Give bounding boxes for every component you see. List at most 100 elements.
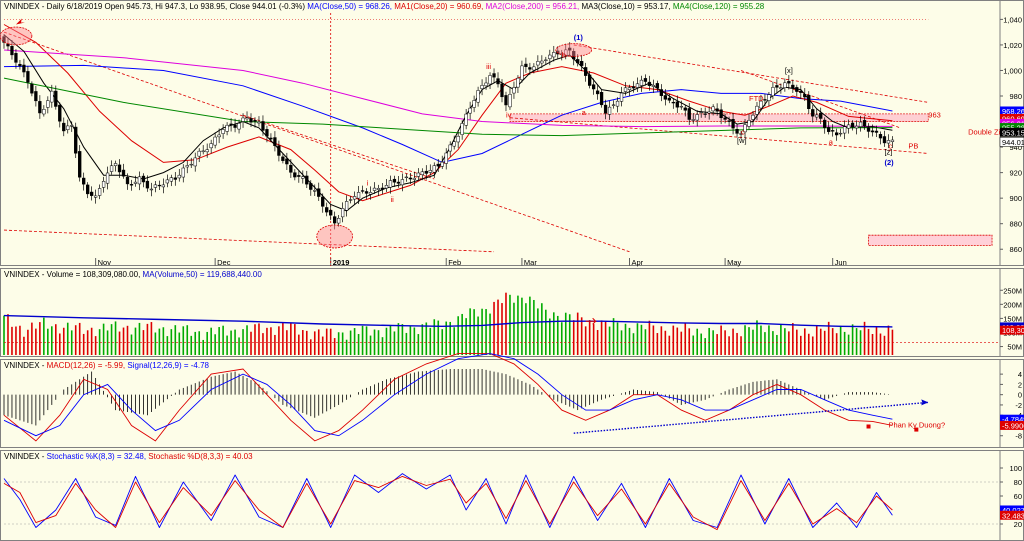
candle-body [145,180,150,189]
candle-body [50,90,54,103]
divergence-line [573,401,929,434]
price-panel[interactable]: Nov Dec 2019 Feb Mar Apr May Jun 963 Double Zigza… [0,0,1024,267]
candle-body [400,179,405,186]
highlight-ellipse [555,43,593,57]
candle-body [368,192,373,195]
candle-body [603,104,608,114]
candle-body [711,106,715,112]
candle-body [161,184,166,188]
stoch-line [3,473,893,528]
candle-body [675,101,679,108]
macd-value-tag-label: -5.9906 [1002,421,1024,430]
candle-body [293,172,297,178]
stoch-legend-part: Stochastic %D(8,3,3) = 40.03 [148,452,253,461]
candle-body [436,163,440,167]
candle-body [763,99,767,101]
candle-body [795,87,799,92]
candle-body [623,87,628,92]
candle-body [568,47,572,51]
macd-line [3,353,893,437]
price-annotation: [w] [737,136,747,145]
price-annotation: iii [486,62,491,71]
candle-body [70,125,74,127]
candle-body [233,124,237,128]
candle-body [854,125,859,129]
candle-body [508,93,512,108]
peak-arrow-icon [15,18,25,25]
volume-panel[interactable]: VNINDEX - Volume = 108,309,080.00, MA(Vo… [0,268,1024,357]
candle-body [500,83,504,98]
price-value-tag [1000,127,1024,137]
candle-body [823,119,827,128]
candle-body [424,170,428,174]
macd-marker [866,424,871,429]
candle-body [878,134,883,139]
macd-axis-label: 0 [1018,391,1022,400]
price-legend-part: VNINDEX - Daily 6/18/2019 Open 945.73, H… [4,2,307,11]
candle-body [432,165,436,173]
candle-body [340,208,345,218]
price-annotation: [x] [785,66,793,75]
price-annotation: c [741,127,745,136]
candle-body [217,134,221,138]
candle-body [209,143,213,149]
stoch-axis-label: 60 [1014,492,1022,501]
candle-body [552,52,556,58]
price-ma-line [3,64,893,163]
candle-body [360,190,365,192]
volume-arrow-icon [585,317,597,325]
candle-body [173,177,177,180]
candle-body [257,121,261,124]
candle-body [448,144,452,152]
candle-body [416,172,420,177]
price-x-tick-label: Mar [524,258,537,267]
candle-body [771,87,775,96]
candle-body [643,78,648,82]
price-annotation: [z] [884,148,892,157]
candle-body [245,117,249,120]
volume-value-tag [1000,325,1024,335]
volume-legend-part: MA(Volume,50) = 119,688,440.00 [143,270,263,279]
stoch-legend-part: Stochastic %K(8,3) = 32.48, [47,452,149,461]
candle-body [117,164,122,173]
stoch-axis-label: 80 [1014,478,1022,487]
candle-body [337,218,341,224]
candle-body [30,83,34,94]
candle-body [564,49,568,56]
volume-legend-part: VNINDEX - Volume = 108,309,080.00, [4,270,143,279]
candle-body [297,175,301,177]
candle-body [707,111,711,114]
candle-body [615,100,620,107]
price-legend-part: MA1(Close,20) = 960.69, [394,2,485,11]
candle-body [807,94,811,109]
volume-ma-line [3,314,893,328]
candle-body [703,113,707,115]
candle-body [587,74,592,86]
macd-value-tag [1000,414,1024,424]
candle-body [325,207,329,213]
candle-body [799,90,803,93]
candle-body [177,174,181,179]
candle-body [655,83,660,89]
candle-body [376,188,381,190]
candle-body [309,183,313,190]
price-annotation: a [829,138,834,147]
candle-body [739,133,743,135]
candle-body [866,127,871,132]
target-zone-box [868,234,993,246]
candle-body [249,118,253,123]
stoch-value-tag [1000,505,1024,515]
candle-body [536,61,540,66]
candle-body [639,79,644,86]
candle-body [74,126,78,154]
candle-body [313,190,317,192]
price-axis-label: 900 [1009,194,1022,203]
candle-body [811,109,815,117]
candle-body [659,89,664,96]
candle-body [153,184,158,188]
price-annotation: b [562,51,566,60]
candle-body [524,63,528,67]
candle-body [504,95,508,106]
candle-body [520,65,524,81]
stoch-axis-label: 100 [1009,464,1022,473]
